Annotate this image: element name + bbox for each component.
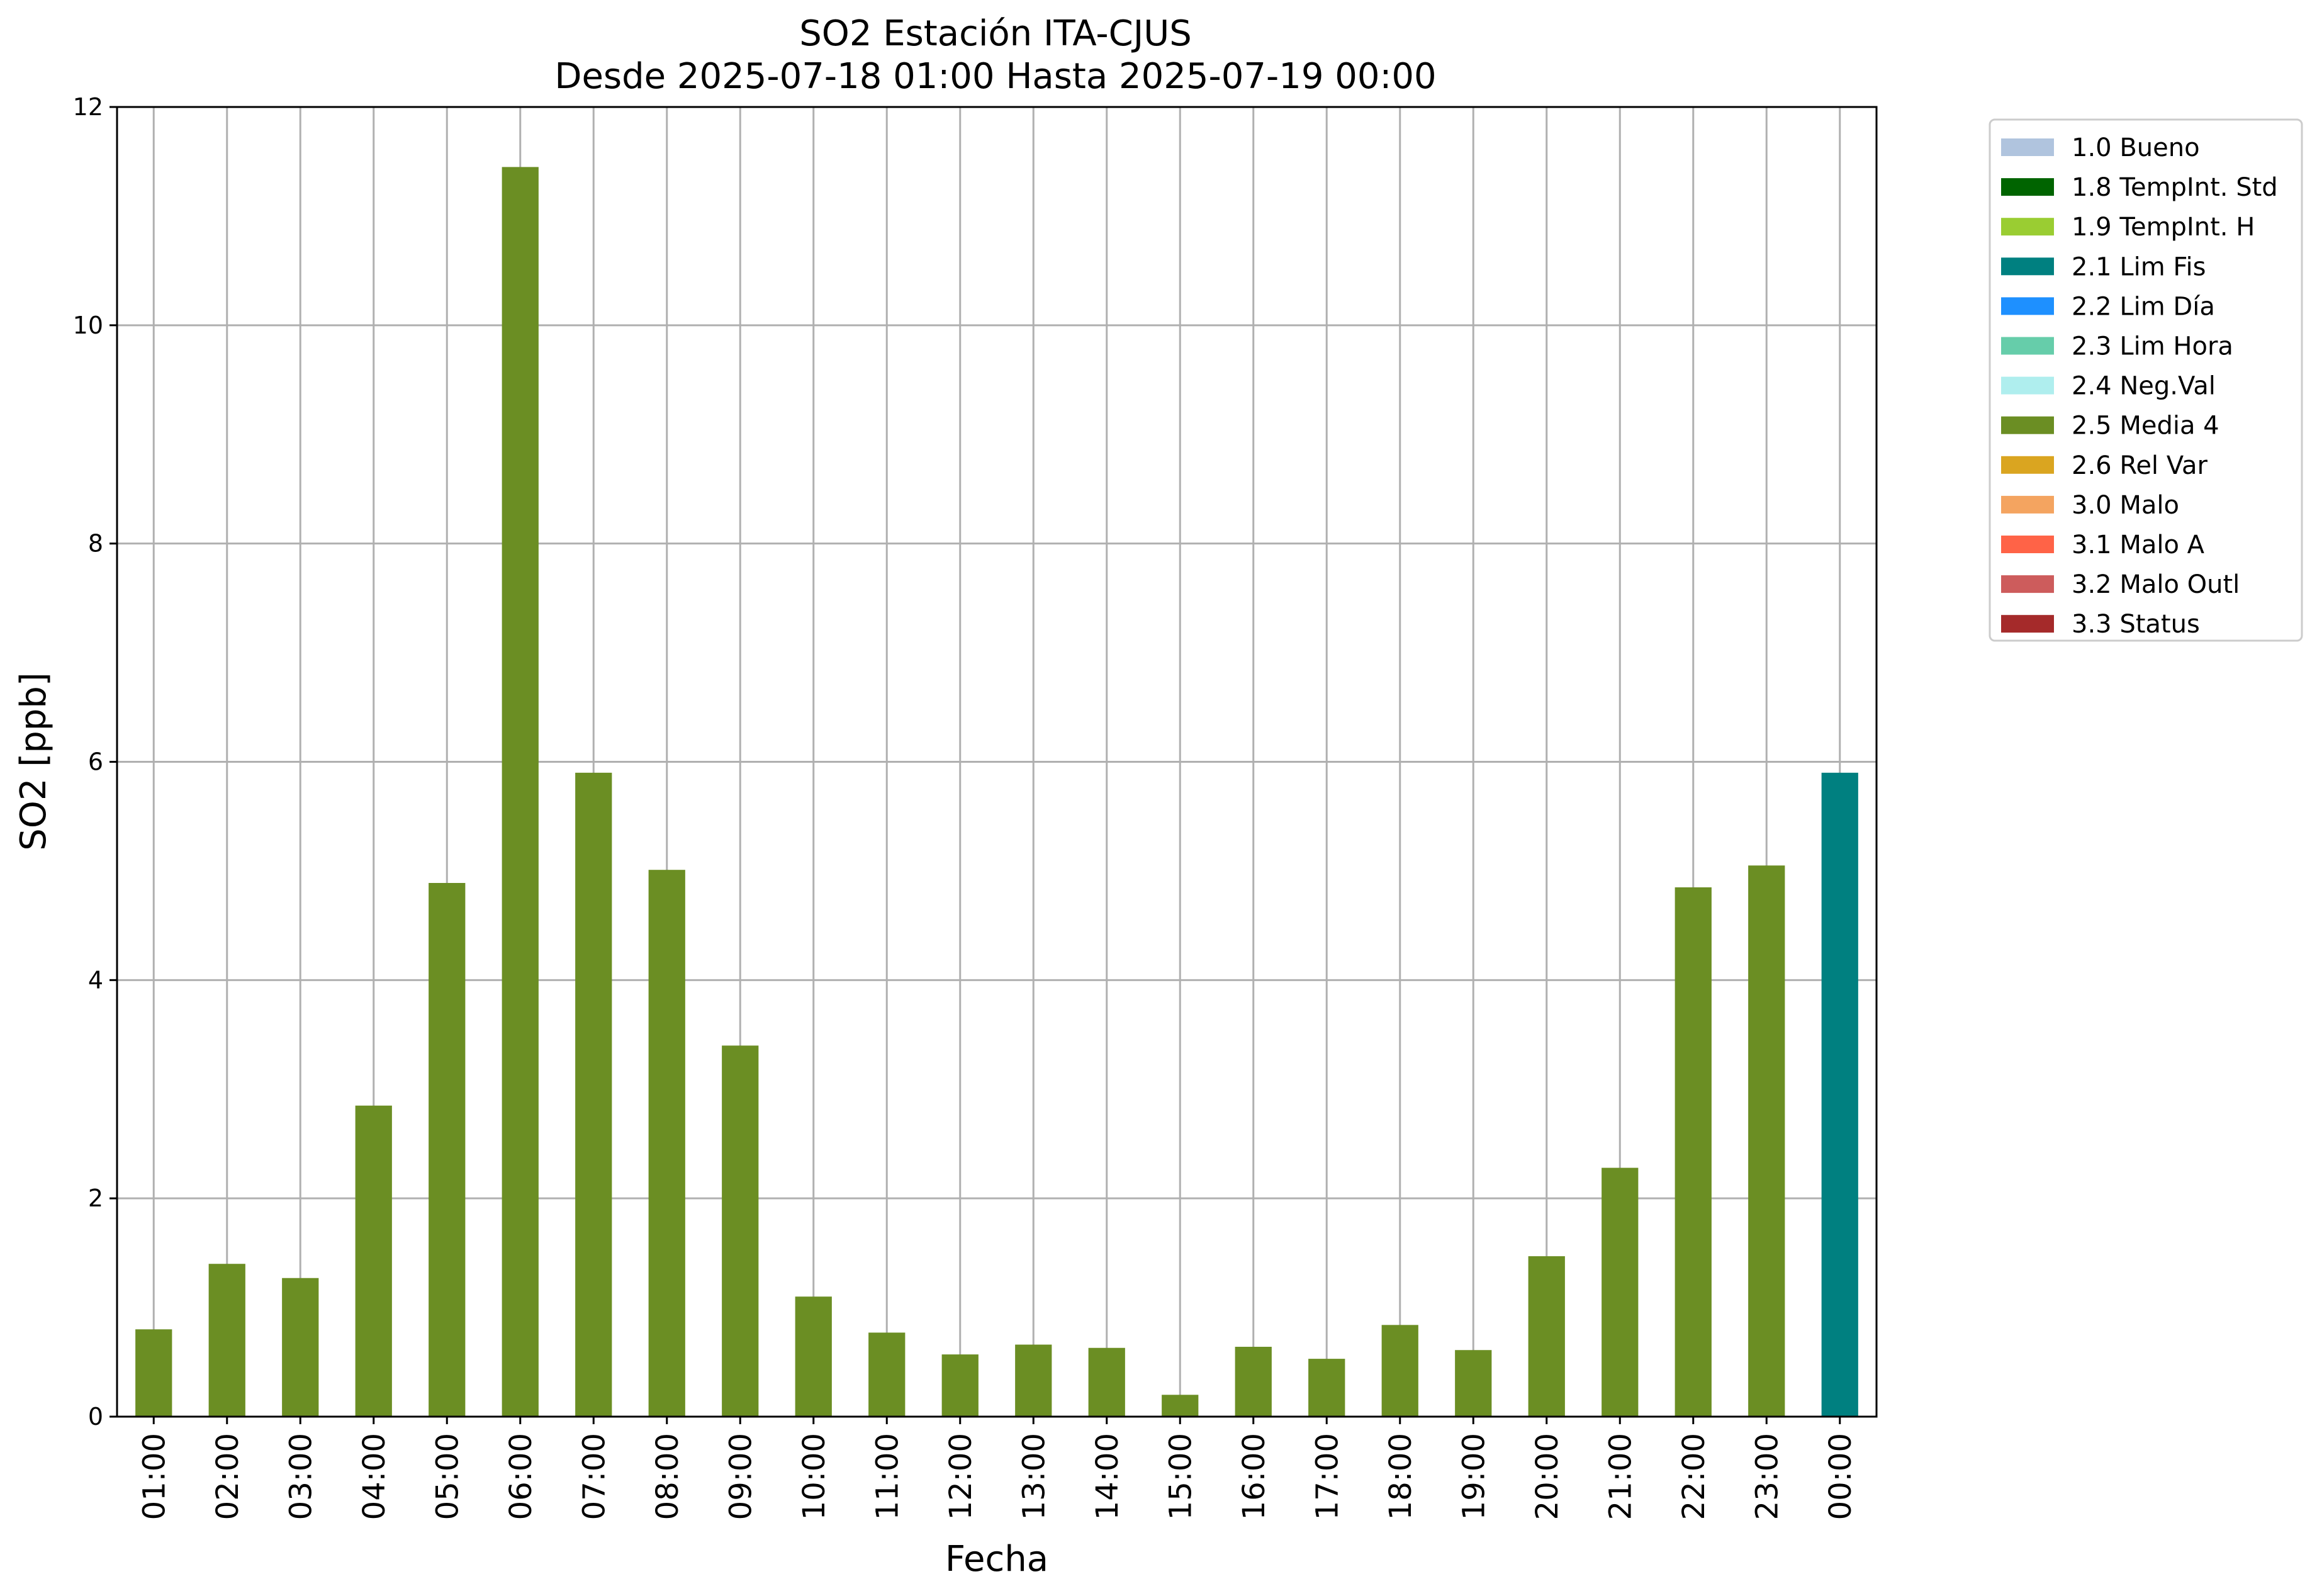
bar-2100: [1602, 1167, 1639, 1417]
chart-subtitle: Desde 2025-07-18 01:00 Hasta 2025-07-19 …: [554, 56, 1436, 97]
x-tick-label: 23:00: [1749, 1433, 1785, 1520]
legend-swatch: [2001, 536, 2054, 553]
x-tick-label: 01:00: [137, 1433, 172, 1520]
bar-1700: [1308, 1359, 1345, 1417]
y-tick-label: 6: [88, 748, 103, 776]
legend-label: 2.1 Lim Fis: [2072, 252, 2206, 281]
bar-1000: [795, 1296, 832, 1417]
x-tick-label: 11:00: [870, 1433, 905, 1520]
legend-swatch: [2001, 337, 2054, 355]
x-tick-label: 16:00: [1237, 1433, 1272, 1520]
bar-1300: [1015, 1344, 1052, 1417]
x-tick-label: 20:00: [1530, 1433, 1565, 1520]
x-tick-label: 19:00: [1456, 1433, 1491, 1520]
x-tick-label: 06:00: [503, 1433, 539, 1520]
legend-label: 2.4 Neg.Val: [2072, 372, 2216, 401]
y-tick-label: 10: [73, 312, 103, 339]
x-tick-label: 10:00: [797, 1433, 832, 1520]
legend-label: 2.2 Lim Día: [2072, 292, 2215, 321]
legend-swatch: [2001, 257, 2054, 276]
legend-swatch: [2001, 456, 2054, 474]
bar-1100: [868, 1332, 906, 1417]
legend-label: 1.9 TempInt. H: [2072, 213, 2255, 242]
legend-label: 3.3 Status: [2072, 610, 2200, 639]
legend-label: 1.0 Bueno: [2072, 133, 2200, 162]
bar-1800: [1381, 1325, 1418, 1417]
bar-0800: [648, 870, 685, 1417]
x-tick-label: 12:00: [943, 1433, 979, 1520]
legend-swatch: [2001, 297, 2054, 315]
x-tick-label: 02:00: [210, 1433, 245, 1520]
y-axis-label: SO2 [ppb]: [13, 672, 54, 850]
x-axis-ticks: 01:00 02:00 03:00 04:00 05:00 06:00 07:00 08:00…: [137, 1417, 1858, 1520]
legend-swatch: [2001, 495, 2054, 514]
x-tick-label: 05:00: [430, 1433, 465, 1520]
x-tick-label: 22:00: [1676, 1433, 1712, 1520]
legend-label: 2.3 Lim Hora: [2072, 332, 2233, 361]
bar-2300: [1748, 865, 1785, 1417]
bar-1600: [1235, 1347, 1272, 1417]
x-tick-label: 15:00: [1163, 1433, 1198, 1520]
x-tick-label: 09:00: [723, 1433, 758, 1520]
legend-swatch: [2001, 138, 2054, 156]
bar-0700: [575, 772, 612, 1417]
legend-label: 3.1 Malo A: [2072, 531, 2205, 559]
bar-1500: [1162, 1395, 1199, 1417]
x-tick-label: 13:00: [1016, 1433, 1052, 1520]
bar-0900: [722, 1045, 759, 1417]
legend-label: 3.2 Malo Outl: [2072, 570, 2240, 599]
bar-0600: [502, 167, 539, 1417]
x-tick-label: 03:00: [283, 1433, 318, 1520]
legend-label: 2.6 Rel Var: [2072, 451, 2208, 480]
bar-1400: [1088, 1347, 1125, 1417]
y-tick-label: 4: [88, 966, 103, 994]
legend-label: 1.8 TempInt. Std: [2072, 173, 2278, 202]
x-tick-label: 14:00: [1090, 1433, 1125, 1520]
legend-swatch: [2001, 218, 2054, 236]
legend: 1.0 Bueno 1.8 TempInt. Std 1.9 TempInt. H 2…: [1989, 118, 2303, 642]
legend-swatch: [2001, 178, 2054, 196]
y-tick-label: 0: [88, 1403, 103, 1430]
bar-0300: [282, 1278, 319, 1417]
bar-2000: [1528, 1256, 1565, 1417]
x-tick-label: 04:00: [357, 1433, 392, 1520]
bar-2200: [1675, 887, 1712, 1417]
y-tick-label: 8: [88, 530, 103, 558]
bar-0100: [135, 1329, 172, 1417]
chart-title: SO2 Estación ITA-CJUS: [799, 13, 1192, 54]
bar-1200: [941, 1354, 979, 1417]
x-axis-label: Fecha: [945, 1539, 1048, 1580]
legend-label: 3.0 Malo: [2072, 491, 2179, 520]
x-tick-label: 08:00: [650, 1433, 685, 1520]
legend-swatch: [2001, 575, 2054, 593]
x-tick-label: 18:00: [1383, 1433, 1418, 1520]
bar-1900: [1455, 1350, 1492, 1417]
bar-0500: [429, 882, 466, 1417]
x-tick-label: 21:00: [1603, 1433, 1638, 1520]
legend-swatch: [2001, 615, 2054, 633]
legend-swatch: [2001, 376, 2054, 395]
x-tick-label: 17:00: [1310, 1433, 1345, 1520]
x-tick-label: 07:00: [576, 1433, 612, 1520]
bar-0200: [208, 1264, 245, 1417]
legend-swatch: [2001, 416, 2054, 434]
bars: [135, 167, 1858, 1417]
y-tick-label: 12: [73, 93, 103, 121]
x-tick-label: 00:00: [1823, 1433, 1858, 1520]
legend-frame: [1989, 118, 2303, 642]
bar-0000: [1821, 772, 1858, 1417]
y-axis-ticks: 0 2 4 6 8 10 12: [73, 93, 117, 1430]
legend-label: 2.5 Media 4: [2072, 412, 2219, 441]
y-tick-label: 2: [88, 1184, 103, 1212]
bar-0400: [355, 1105, 392, 1417]
